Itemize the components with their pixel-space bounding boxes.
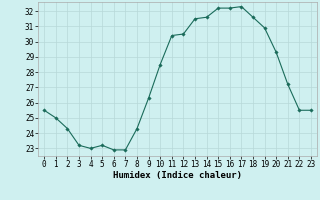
X-axis label: Humidex (Indice chaleur): Humidex (Indice chaleur)	[113, 171, 242, 180]
